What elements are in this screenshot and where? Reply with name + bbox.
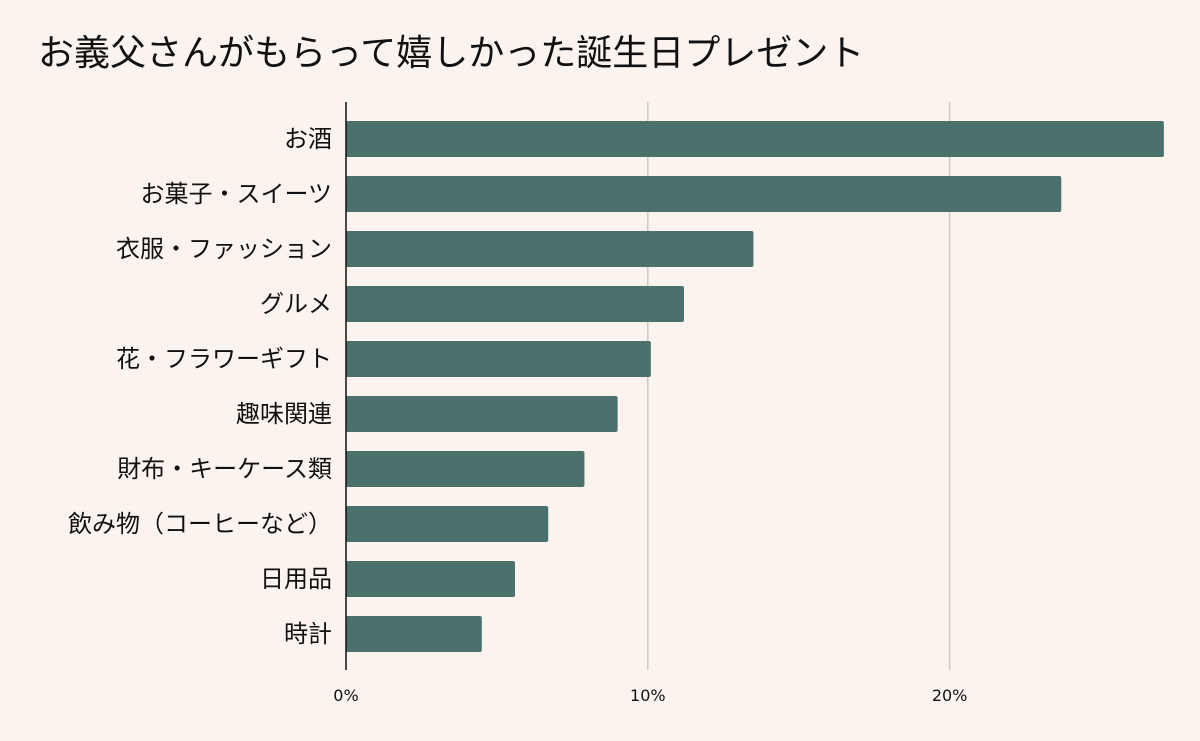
category-label: お酒 <box>284 125 332 153</box>
chart-title: お義父さんがもらって嬉しかった誕生日プレゼント <box>38 33 865 74</box>
bar <box>346 616 482 652</box>
category-label: 財布・キーケース類 <box>117 455 332 483</box>
bar <box>346 396 618 432</box>
category-label: お菓子・スイーツ <box>140 180 332 208</box>
category-label: 日用品 <box>260 565 332 593</box>
category-label: グルメ <box>260 290 332 318</box>
bar <box>346 561 516 597</box>
bar <box>346 451 585 487</box>
x-tick-label: 0% <box>333 686 358 705</box>
category-label: 花・フラワーギフト <box>116 345 332 373</box>
category-label: 衣服・ファッション <box>116 235 332 263</box>
bar <box>346 231 754 267</box>
category-label: 趣味関連 <box>236 400 332 428</box>
bar <box>346 341 651 377</box>
x-tick-label: 20% <box>932 686 968 705</box>
bar <box>346 121 1164 157</box>
category-label: 時計 <box>284 620 332 648</box>
bar <box>346 176 1062 212</box>
category-label: 飲み物（コーヒーなど） <box>68 510 332 538</box>
x-tick-label: 10% <box>630 686 666 705</box>
bar <box>346 506 549 542</box>
bar <box>346 286 685 322</box>
